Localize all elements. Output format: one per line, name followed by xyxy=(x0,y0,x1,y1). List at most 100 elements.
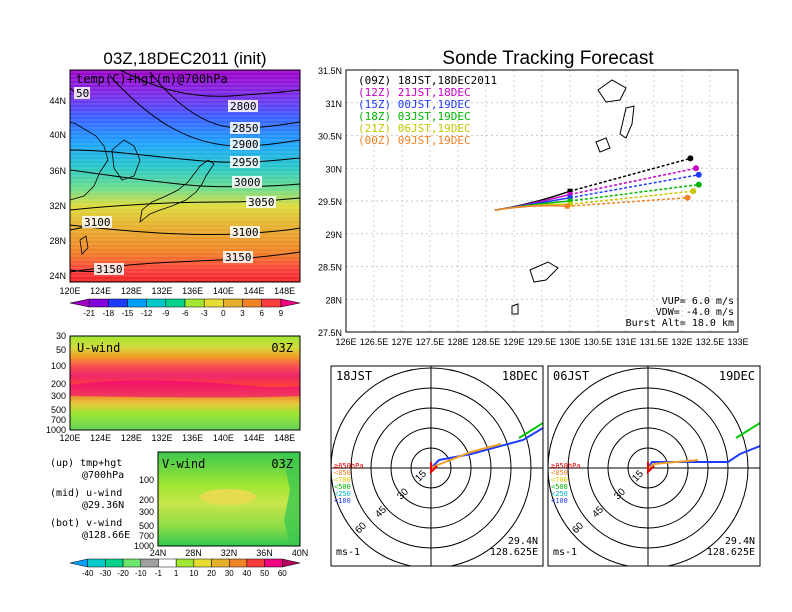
hodo-trace xyxy=(647,459,699,469)
colorbar-swatch xyxy=(203,298,224,308)
x-tick-label: 132E xyxy=(671,337,692,347)
x-tick-label: 126E xyxy=(335,337,356,347)
uwind-label: U-wind xyxy=(77,341,120,355)
y-tick-label: 27.5N xyxy=(318,328,342,338)
hodo-frame xyxy=(547,365,761,567)
series-end-marker xyxy=(695,171,702,178)
hodo-trace xyxy=(430,443,502,469)
series-descent-line xyxy=(569,167,697,196)
y-tick-label: 30N xyxy=(325,164,342,174)
x-tick-label: 129.5E xyxy=(528,337,557,347)
y-tick-label: 31.5N xyxy=(318,66,342,76)
okinoerabu-coast xyxy=(511,303,519,315)
y-tick-label: 29.5N xyxy=(318,197,342,207)
colorbar-label: 50 xyxy=(260,569,269,578)
colorbar-label: 40 xyxy=(242,569,251,578)
y-tick-label: 30.5N xyxy=(318,132,342,142)
p-tick-label: 50 xyxy=(56,345,66,355)
vwind-label: V-wind xyxy=(162,457,205,471)
contour-line xyxy=(109,75,301,147)
hodo-ring-label: 30 xyxy=(395,486,411,502)
y-tick-label: 29N xyxy=(325,230,342,240)
lat-tick-label: 24N xyxy=(49,271,66,281)
lat-tick-label: 28N xyxy=(185,548,202,558)
x-tick-label: 128.5E xyxy=(472,337,501,347)
x-tick-label: 130E xyxy=(559,337,580,347)
colorbar-swatch xyxy=(69,558,88,568)
series-end-marker xyxy=(687,155,694,162)
uwind-lon-ticks: 120E 124E 128E 132E 136E 140E 144E 148E xyxy=(59,433,295,443)
colorbar-swatch xyxy=(175,558,195,568)
lat-tick-label: 36N xyxy=(49,166,66,176)
panel-legend-notes: (up) tmp+hgt@700hPa (mid) u-wind@29.36N (b… xyxy=(50,458,130,541)
contour-line xyxy=(69,224,301,235)
trajectory-x-ticks: 126E 126.5E 127E 127.5E 128E 128.5E 129E 129.5E… xyxy=(335,337,748,347)
colorbar-label: -6 xyxy=(181,309,189,318)
hodo-legend-entry: <850 xyxy=(551,469,568,477)
note-line: (mid) u-wind xyxy=(50,488,122,499)
colorbar-swatch xyxy=(184,298,205,308)
lon-tick-label: 120E xyxy=(59,286,80,296)
legend-entry: (15Z) 00JST,19DEC xyxy=(358,98,471,111)
lon-tick-label: 124E xyxy=(90,286,111,296)
colorbar-label: -12 xyxy=(141,309,153,318)
series-descent-line xyxy=(567,196,688,207)
colorbar-label: -9 xyxy=(162,309,170,318)
hodo-legend-entry: <250 xyxy=(551,490,568,498)
contour-label-bg xyxy=(246,196,276,208)
lat-tick-label: 44N xyxy=(49,96,66,106)
contour-label-bg xyxy=(74,87,90,99)
hodo-legend-entry: <500 xyxy=(334,483,351,491)
colorbar-label: -3 xyxy=(201,309,209,318)
p-tick-label: 100 xyxy=(139,475,154,485)
hodo-lon: 128.625E xyxy=(707,547,755,558)
colorbar-swatch xyxy=(87,558,106,568)
hodo-trace xyxy=(430,427,543,469)
colorbar-label: 30 xyxy=(225,569,234,578)
series-descent-line xyxy=(569,183,699,202)
lat-tick-label: 40N xyxy=(49,130,66,140)
lon-tick-label: 144E xyxy=(243,286,264,296)
hodo-ring-label: 45 xyxy=(590,504,606,520)
korea-coastline xyxy=(111,139,141,181)
lon-tick-label: 132E xyxy=(151,286,172,296)
hodo-legend-entry: <250 xyxy=(334,490,351,498)
chart-title: Sonde Tracking Forecast xyxy=(442,48,654,69)
series-burst-marker xyxy=(567,188,573,194)
contour-label-bg xyxy=(228,100,258,112)
hodo-legend-entry: ≧850hPa xyxy=(334,462,364,470)
contour-label: 3150 xyxy=(225,251,252,264)
p-tick-label: 300 xyxy=(139,507,154,517)
hodo-lat: 29.4N xyxy=(725,536,755,547)
vwind-right-edge xyxy=(282,452,300,546)
series-burst-marker xyxy=(567,198,573,204)
x-tick-label: 127E xyxy=(391,337,412,347)
contour-label: 2800 xyxy=(230,100,257,113)
contour-label: 3150 xyxy=(96,263,123,276)
legend-entry: (21Z) 06JST,19DEC xyxy=(358,122,471,135)
hodo-unit: ms-1 xyxy=(336,547,360,558)
colorbar-label: -40 xyxy=(82,569,94,578)
series-end-marker xyxy=(690,188,697,195)
series-descent-line xyxy=(569,174,699,199)
note-line: @29.36N xyxy=(82,500,124,511)
param-line: Burst Alt= 18.0 km xyxy=(626,318,734,329)
param-line: VUP= 6.0 m/s xyxy=(662,296,734,307)
legend-entry: (00Z) 09JST,19DEC xyxy=(358,134,471,147)
hodo-trace xyxy=(647,445,760,469)
hodo-trace xyxy=(518,421,543,439)
contour-label-bg xyxy=(230,226,260,238)
hodograph-plot xyxy=(548,366,760,566)
p-tick-label: 300 xyxy=(51,391,66,401)
lon-tick-label: 140E xyxy=(213,433,234,443)
hodo-legend-entry: <100 xyxy=(551,497,568,505)
trajectory-legend: (09Z) 18JST,18DEC2011(12Z) 21JST,18DEC(1… xyxy=(358,74,497,147)
yakushima-coast xyxy=(597,79,627,103)
series-burst-marker xyxy=(564,203,570,209)
lat-tick-label: 24N xyxy=(150,548,167,558)
trajectory-series xyxy=(494,155,702,211)
series-burst-marker xyxy=(567,191,573,197)
